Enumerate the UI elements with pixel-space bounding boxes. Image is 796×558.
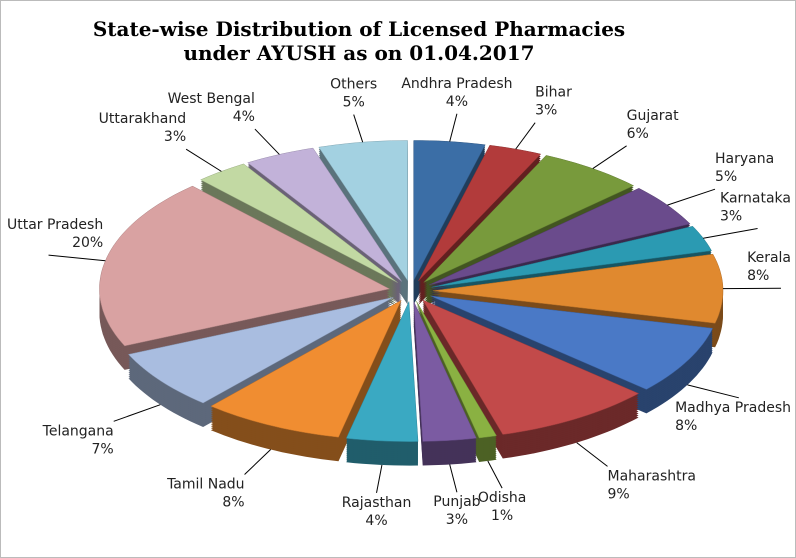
category-label: Uttar Pradesh [7,217,103,233]
leader-line [449,464,458,493]
slice [423,155,635,283]
category-label: Odisha [478,490,527,506]
value-label: 5% [715,169,737,185]
leader-line [687,384,739,399]
category-label: Kerala [747,250,791,266]
leader-line [113,404,161,422]
category-label: Telangana [42,423,114,439]
slice [430,295,713,390]
slice [247,147,402,282]
slice [210,299,402,438]
slice [99,185,391,347]
leader-line [592,145,627,170]
value-label: 3% [164,129,186,145]
leader-line [667,188,716,206]
category-label: Uttarakhand [99,111,186,127]
category-label: Tamil Nadu [166,477,245,493]
category-label: Rajasthan [342,495,412,511]
category-label: Madhya Pradesh [675,400,791,416]
value-label: 9% [608,486,630,502]
leader-line [449,113,458,142]
value-label: 1% [491,508,513,524]
leader-line [703,227,758,239]
slice [345,301,419,442]
value-label: 4% [365,513,387,529]
category-label: Gujarat [627,108,680,124]
slice [422,299,640,435]
slice [128,297,394,404]
value-label: 20% [72,235,103,251]
slice [416,301,497,439]
leader-line [515,122,536,150]
slice [200,163,398,283]
value-label: 3% [446,512,468,528]
category-label: West Bengal [168,91,255,107]
value-label: 4% [233,109,255,125]
chart-title: State-wise Distribution of Licensed Phar… [92,17,626,65]
category-label: Karnataka [720,190,791,206]
value-label: 6% [627,126,649,142]
slice [418,145,542,282]
leader-line [353,114,364,143]
category-label: Maharashtra [608,468,696,484]
category-label: Haryana [715,151,774,167]
value-label: 8% [747,268,769,284]
leader-line [376,464,383,493]
leader-line [254,128,280,155]
slice [413,301,477,442]
leader-line [244,449,271,475]
slice [413,140,486,281]
value-label: 5% [343,95,365,111]
category-label: Andhra Pradesh [401,76,512,92]
leader-line [576,442,608,467]
leader-line [48,254,106,262]
leader-line [185,148,222,172]
category-label: Bihar [535,85,572,101]
value-label: 3% [535,103,557,119]
category-label: Punjab [433,494,480,510]
slice [432,253,724,324]
leader-line [487,460,503,489]
value-label: 8% [675,418,697,434]
category-label: Others [330,77,377,93]
value-label: 7% [91,441,113,457]
value-label: 4% [446,94,468,110]
value-label: 8% [222,495,244,511]
value-label: 3% [720,208,742,224]
